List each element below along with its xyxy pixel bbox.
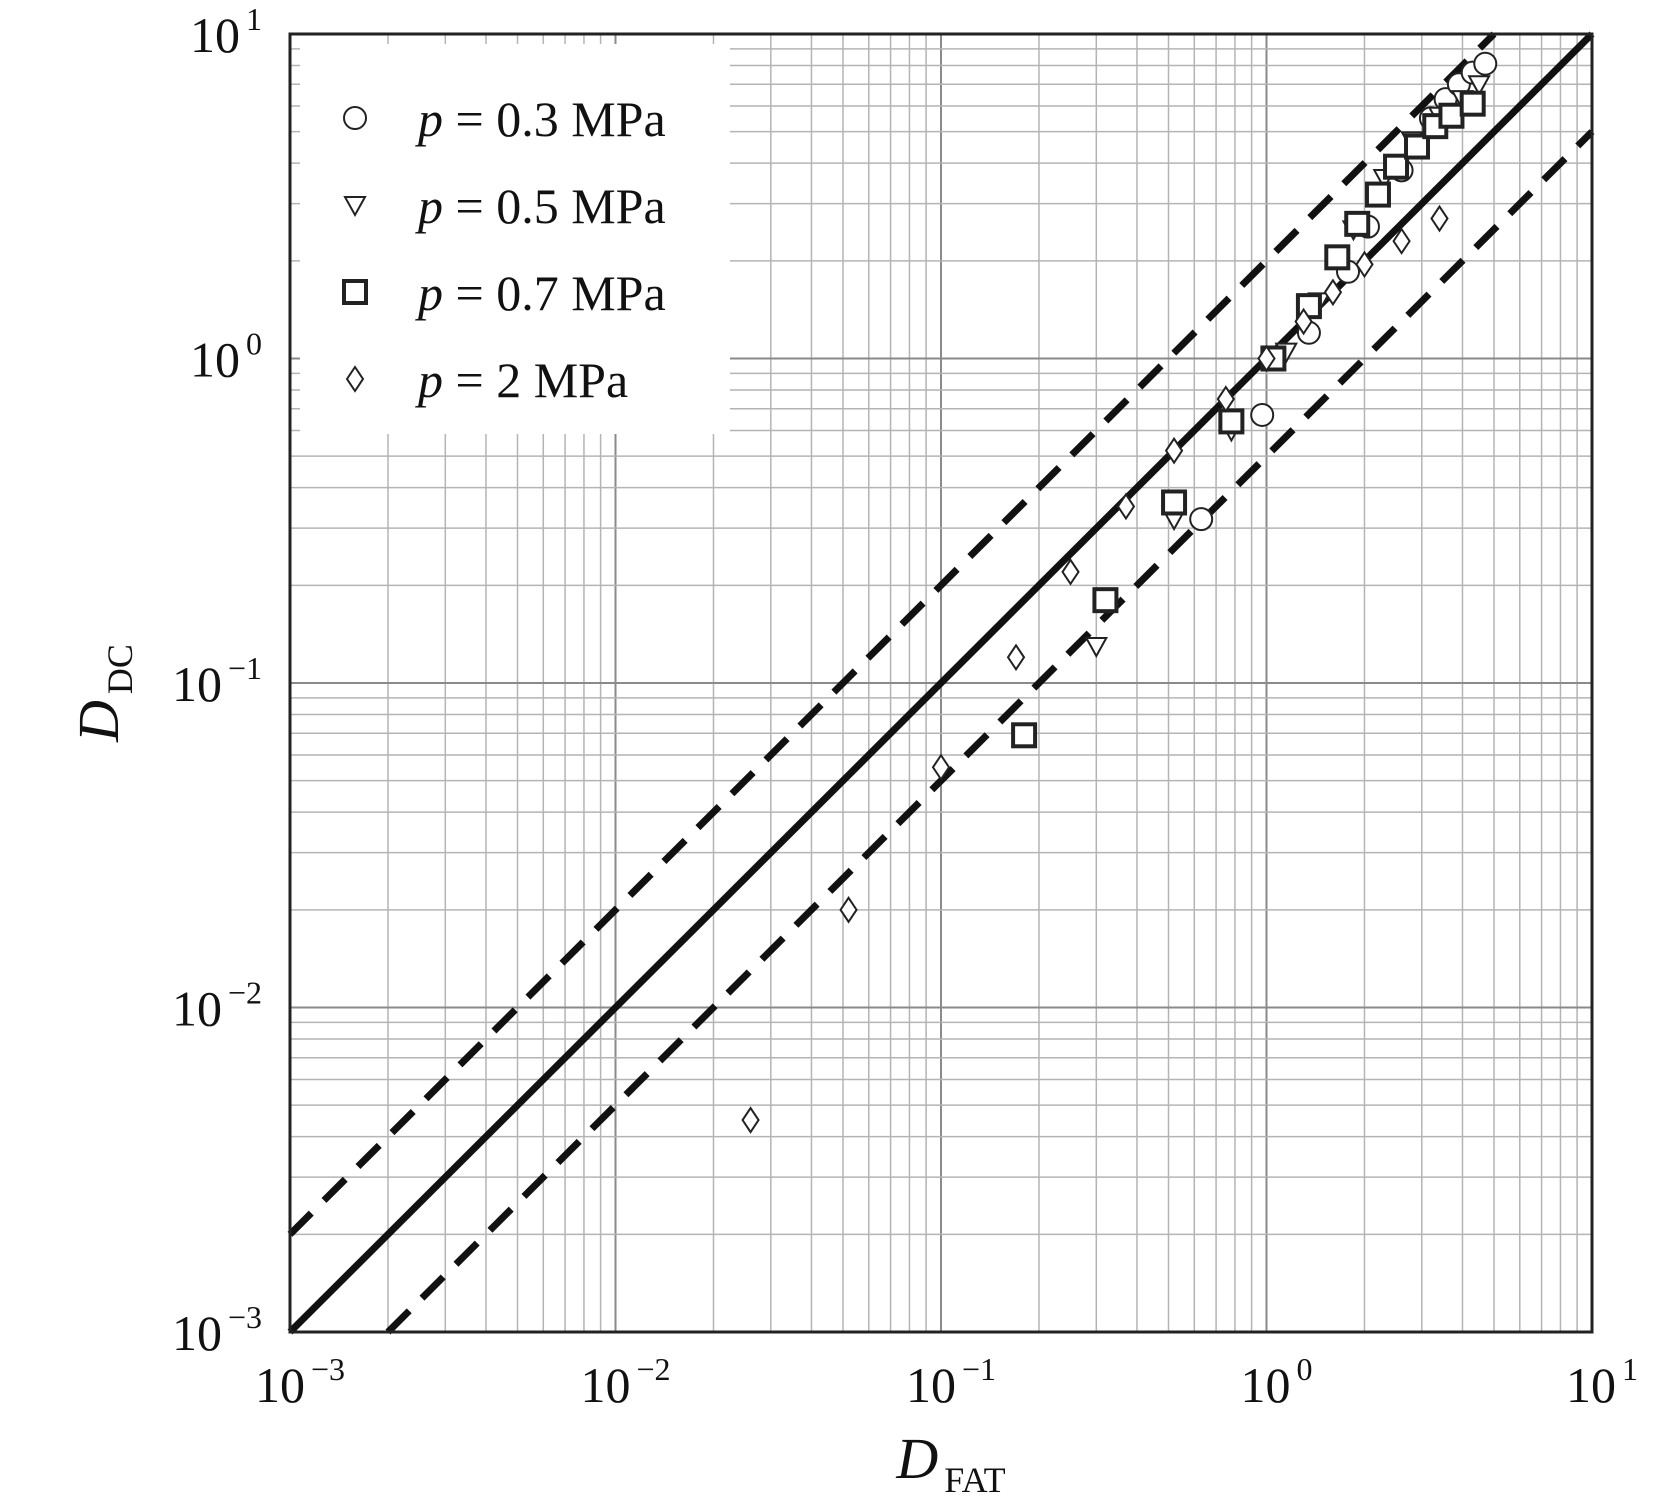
legend-label-symbol: p — [415, 178, 443, 234]
data-point-square — [1092, 587, 1119, 614]
data-point-square — [1161, 489, 1188, 516]
y-tick-label-base: 10 — [172, 656, 222, 712]
series-diamond — [741, 204, 1449, 1134]
y-tick-label-base: 10 — [172, 1305, 222, 1361]
y-tick-label: 10 −1 — [172, 650, 262, 712]
data-point-diamond — [839, 896, 858, 924]
data-point-diamond — [1430, 204, 1449, 233]
data-point-diamond — [1355, 250, 1374, 279]
y-tick-label-base: 10 — [172, 981, 222, 1037]
data-point-diamond — [1164, 436, 1184, 465]
data-point-diamond — [1257, 344, 1276, 373]
data-point-diamond — [1294, 307, 1313, 336]
data-point-diamond — [1006, 643, 1026, 672]
y-tick-label-exponent: −1 — [228, 650, 262, 686]
data-point-diamond — [1061, 558, 1080, 586]
x-axis-title: D FAT — [895, 1426, 1005, 1500]
legend-label-symbol: p — [415, 91, 443, 147]
y-tick-label: 10 0 — [190, 326, 262, 388]
y-tick-label-base: 10 — [190, 7, 240, 63]
one-to-one-line — [287, 31, 1595, 1335]
x-axis-title-main: D — [895, 1426, 938, 1491]
x-tick-label-base: 10 — [906, 1357, 956, 1413]
x-tick-label: 10 −3 — [255, 1351, 345, 1413]
data-point-diamond — [1392, 227, 1411, 255]
x-tick-label-base: 10 — [255, 1357, 305, 1413]
legend-label-value: = 2 MPa — [443, 352, 628, 408]
data-point-diamond — [1116, 492, 1136, 521]
data-point-diamond — [1323, 278, 1343, 307]
y-tick-label: 10 −2 — [172, 975, 262, 1037]
legend-label: p = 0.3 MPa — [415, 91, 666, 147]
reference-lines — [287, 31, 1595, 1335]
y-tick-label-base: 10 — [190, 332, 240, 388]
data-point-square — [1344, 210, 1371, 237]
data-point-triangle-down — [1467, 75, 1491, 97]
y-axis-title-sub: DC — [100, 644, 140, 694]
data-point-circle — [1189, 507, 1214, 532]
legend-label: p = 0.5 MPa — [415, 178, 666, 234]
y-axis-title-group: D DC — [66, 644, 140, 743]
legend-label: p = 2 MPa — [415, 352, 628, 408]
x-axis-title-sub: FAT — [944, 1460, 1005, 1500]
data-point-square — [1364, 181, 1391, 208]
y-tick-label-exponent: −2 — [228, 975, 262, 1011]
legend-label-value: = 0.7 MPa — [443, 265, 666, 321]
data-point-circle — [1250, 402, 1275, 427]
x-tick-label: 10 0 — [1241, 1351, 1313, 1413]
x-tick-label-exponent: −1 — [962, 1351, 996, 1387]
plot-frame — [288, 32, 1594, 1334]
data-point-square — [1459, 90, 1486, 117]
tick-labels: 10 −3 10 −2 10 −1 10 0 10 110 −310 −210 −110 010 1 — [172, 1, 1638, 1413]
x-tick-label-exponent: −3 — [311, 1351, 345, 1387]
y-axis-title: D DC — [66, 644, 140, 743]
x-tick-label-base: 10 — [1566, 1357, 1616, 1413]
y-tick-label: 10 1 — [190, 1, 262, 63]
data-point-square — [1404, 133, 1431, 160]
legend-label-symbol: p — [415, 352, 443, 408]
x-tick-label: 10 1 — [1566, 1351, 1638, 1413]
x-tick-label-exponent: 1 — [1622, 1351, 1638, 1387]
x-tick-label: 10 −1 — [906, 1351, 996, 1413]
y-tick-label-exponent: 0 — [246, 326, 262, 362]
y-tick-label-exponent: 1 — [246, 1, 262, 37]
legend-marker-triangle-down — [343, 196, 367, 218]
data-point-square — [1218, 408, 1245, 435]
factor-bound-line — [385, 129, 1595, 1335]
data-point-square — [1438, 102, 1465, 129]
data-points — [741, 51, 1498, 1134]
legend-label-value: = 0.3 MPa — [443, 91, 666, 147]
x-tick-label-base: 10 — [580, 1357, 630, 1413]
legend-label: p = 0.7 MPa — [415, 265, 666, 321]
factor-bound-line — [287, 31, 1497, 1237]
y-axis-title-main: D — [66, 700, 131, 743]
x-tick-label-exponent: 0 — [1297, 1351, 1313, 1387]
x-tick-label-exponent: −2 — [636, 1351, 670, 1387]
data-point-square — [1383, 153, 1410, 180]
legend-box — [300, 44, 730, 434]
legend-marker-square — [342, 279, 368, 305]
legend-marker-circle — [343, 106, 367, 130]
data-point-triangle-down — [1084, 637, 1109, 659]
data-point-circle — [1473, 51, 1498, 76]
x-tick-label: 10 −2 — [580, 1351, 670, 1413]
data-point-square — [1324, 244, 1351, 271]
data-point-square — [1011, 722, 1038, 749]
legend-label-value: = 0.5 MPa — [443, 178, 666, 234]
x-tick-label-base: 10 — [1241, 1357, 1291, 1413]
y-tick-label-exponent: −3 — [228, 1299, 262, 1335]
data-point-diamond — [741, 1106, 760, 1134]
data-point-diamond — [931, 753, 951, 782]
data-point-diamond — [1216, 385, 1236, 413]
legend-label-symbol: p — [415, 265, 443, 321]
legend-marker-diamond — [345, 365, 365, 393]
y-tick-label: 10 −3 — [172, 1299, 262, 1361]
